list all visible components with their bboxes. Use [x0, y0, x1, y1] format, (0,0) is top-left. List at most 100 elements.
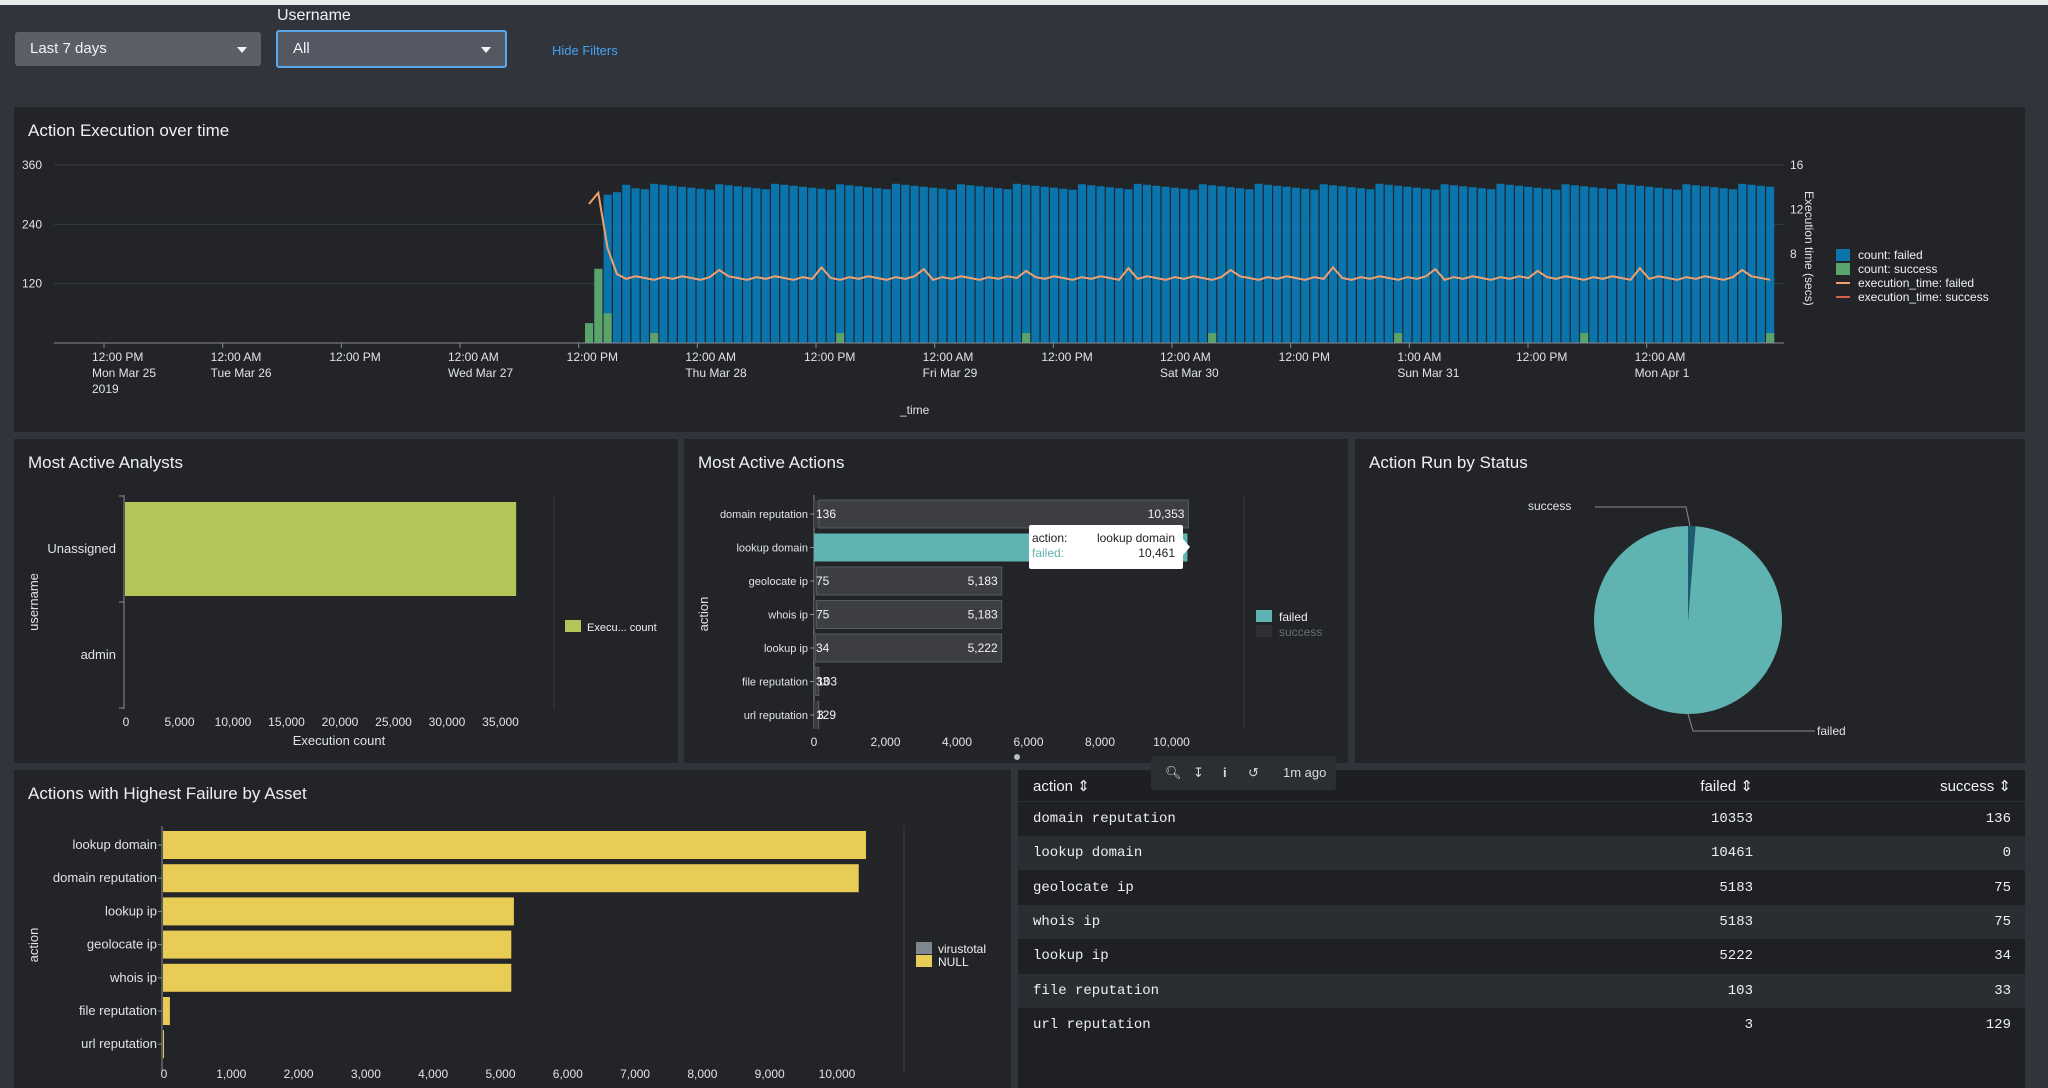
bar-count-failed [1384, 184, 1393, 343]
bar-count-failed [780, 184, 789, 343]
cell-action: url reputation [1033, 1016, 1151, 1033]
info-icon[interactable]: i [1223, 765, 1227, 780]
bar-null [163, 831, 866, 859]
bar-failed [814, 633, 1003, 663]
top-border [0, 0, 2048, 5]
x-tick-label: Mon Mar 25 [92, 366, 156, 380]
bar-count-failed [1691, 185, 1700, 343]
bar-count-success [650, 333, 659, 343]
bar-count-failed [1375, 183, 1384, 343]
cell-success: 75 [1994, 879, 2011, 896]
table-row[interactable]: lookup domain 10461 0 [1018, 836, 2025, 871]
cell-failed: 5183 [1719, 879, 1753, 896]
cell-action: geolocate ip [1033, 879, 1134, 896]
bar-count-failed [882, 189, 891, 343]
table-row[interactable]: whois ip 5183 75 [1018, 904, 2025, 939]
bar-count-failed [789, 185, 798, 343]
bar-success [814, 500, 819, 528]
bar-failed [816, 566, 1003, 596]
bar-count-failed [1663, 188, 1672, 343]
bar-count-failed [1161, 186, 1170, 343]
bar-count-failed [984, 187, 993, 343]
bar-count-failed [1449, 185, 1458, 343]
bar-count-failed [947, 189, 956, 343]
y2-tick-label: 16 [1790, 158, 1804, 172]
y-axis-label: action [696, 597, 711, 632]
bar-count-failed [798, 186, 807, 343]
header-success[interactable]: success ⇕ [1940, 778, 2011, 795]
bar-count-failed [761, 189, 770, 343]
category-label: lookup domain [72, 837, 157, 852]
table-row[interactable]: geolocate ip 5183 75 [1018, 871, 2025, 905]
bar-count-failed [1133, 183, 1142, 343]
table-row[interactable]: lookup ip 5222 34 [1018, 939, 2025, 973]
x-tick-label: 8,000 [1085, 735, 1115, 749]
pie-slice-success [1688, 526, 1696, 620]
y2-tick-label: 8 [1790, 247, 1797, 261]
data-label-success: 129 [816, 708, 836, 722]
x-tick-label: 12:00 AM [448, 350, 499, 364]
x-tick-label: 12:00 PM [567, 350, 618, 364]
download-icon[interactable]: ↧ [1193, 765, 1204, 780]
bar-count-failed [1329, 185, 1338, 343]
x-tick-label: Sat Mar 30 [1160, 366, 1219, 380]
panel-title: Most Active Actions [698, 453, 845, 472]
x-tick-label: 3,000 [351, 1067, 381, 1081]
legend-label: success [1279, 625, 1322, 639]
header-action[interactable]: action ⇕ [1033, 778, 1090, 795]
bar-count-failed [919, 186, 928, 343]
cell-action: file reputation [1033, 982, 1160, 999]
table-row[interactable]: domain reputation 10353 136 [1018, 802, 2025, 836]
cell-action: lookup domain [1033, 845, 1143, 862]
category-label: lookup ip [105, 903, 157, 918]
table-toolbar: 🔍︎ ↧ i ↺ 1m ago [1151, 756, 1336, 790]
data-label-failed: 3 [817, 708, 824, 722]
bar-null [163, 997, 170, 1025]
time-range-dropdown[interactable]: Last 7 days [15, 32, 261, 66]
cell-success: 75 [1994, 913, 2011, 930]
refresh-icon[interactable]: ↺ [1248, 765, 1259, 780]
bar-count-failed [1747, 184, 1756, 343]
y-tick-label: 120 [22, 277, 42, 291]
most-active-actions-panel: Most Active Actions domain reputation 136… [684, 439, 1348, 763]
bar-count-failed [845, 185, 854, 343]
cell-action: whois ip [1033, 913, 1101, 930]
chart-tooltip: action: lookup domain failed: 10,461 [1029, 525, 1190, 569]
bar-count-failed [1440, 184, 1449, 343]
bar-count-success [1022, 333, 1031, 343]
bar-null [163, 930, 512, 959]
category-label: lookup domain [736, 543, 808, 555]
bar-count-failed [1068, 189, 1077, 343]
bar-count-success [594, 268, 603, 343]
bar-count-failed [1552, 189, 1561, 343]
bar-count-failed [1217, 186, 1226, 343]
bar-count-failed [631, 188, 640, 343]
bar-count-failed [612, 192, 621, 343]
bar-count-failed [1505, 184, 1514, 343]
search-icon[interactable]: 🔍︎ [1165, 765, 1182, 780]
bar-count-failed [1087, 185, 1096, 343]
bar-count-failed [1198, 184, 1207, 343]
x-tick-label: 6,000 [553, 1067, 583, 1081]
bar-count-failed [1654, 187, 1663, 343]
table-row[interactable]: url reputation 3 129 [1018, 1008, 2025, 1042]
bar-count-failed [854, 186, 863, 343]
bar-count-failed [1570, 185, 1579, 343]
hide-filters-link[interactable]: Hide Filters [552, 43, 618, 58]
username-dropdown[interactable]: All [276, 30, 507, 68]
cell-failed: 10461 [1710, 845, 1753, 862]
x-tick-label: Tue Mar 26 [211, 366, 272, 380]
header-failed[interactable]: failed ⇕ [1700, 778, 1753, 795]
x-tick-label: 8,000 [687, 1067, 717, 1081]
cell-failed: 5183 [1719, 913, 1753, 930]
bar-count-failed [1682, 184, 1691, 343]
bar-count-failed [957, 184, 966, 343]
y-axis-label: username [26, 573, 41, 631]
legend-swatch [1256, 625, 1272, 637]
bar-count-failed [1180, 188, 1189, 343]
table-row[interactable]: file reputation 103 33 [1018, 973, 2025, 1008]
actions-table: action ⇕ failed ⇕ success ⇕ domain reput… [1018, 770, 2025, 1088]
bar-count-failed [1468, 187, 1477, 343]
bar-count-failed [1236, 188, 1245, 343]
